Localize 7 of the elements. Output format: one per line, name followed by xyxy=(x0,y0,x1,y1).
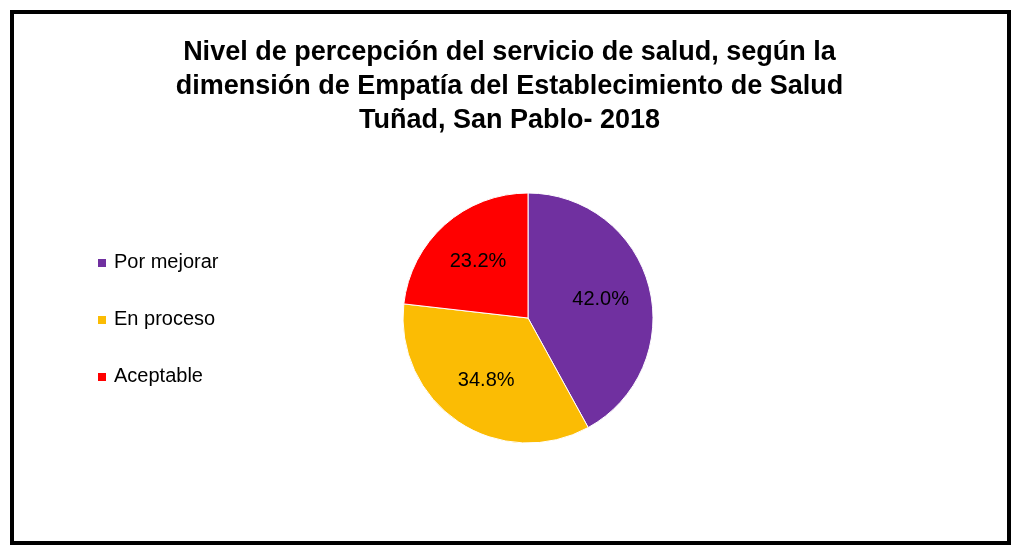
data-label: 42.0% xyxy=(572,286,630,309)
data-label: 34.8% xyxy=(457,367,515,390)
legend-label: Aceptable xyxy=(114,364,203,387)
data-label: 23.2% xyxy=(449,249,507,272)
chart-title: Nivel de percepción del servicio de salud, según la dimensión de Empatía del Establecimiento de Salud Tuñad, San Pablo- 2018 xyxy=(175,36,844,134)
legend-label: En proceso xyxy=(114,307,216,330)
legend-label: Por mejorar xyxy=(114,250,219,273)
